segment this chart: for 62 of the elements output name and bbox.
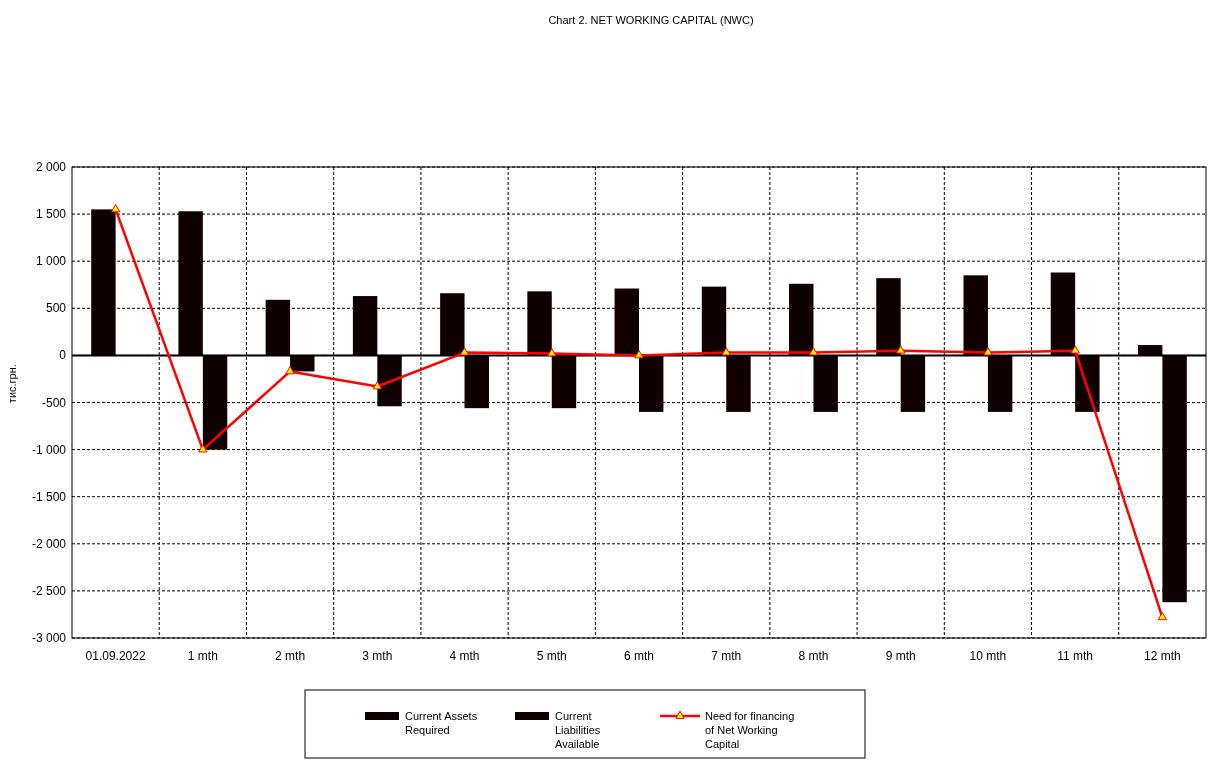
bar [900, 355, 926, 412]
legend-label: Current Liabilities Available [555, 710, 601, 750]
bar [352, 296, 378, 356]
point [547, 348, 557, 357]
chart-title: Chart 2. NET WORKING CAPITAL (NWC) [548, 14, 754, 26]
bar [91, 209, 116, 356]
point [1157, 611, 1168, 621]
bar [290, 355, 315, 372]
y-tick-label: 500 [45, 301, 67, 316]
x-tick-label: 01.09.2022 [85, 649, 146, 663]
bar [639, 355, 664, 412]
x-tick-label: 4 mth [449, 649, 480, 663]
point [285, 366, 295, 375]
y-tick-label: -1 000 [31, 442, 67, 457]
y-tick-label: -3 000 [31, 631, 67, 645]
y-tick-label: 1 500 [35, 207, 67, 222]
x-tick-label: 5 mth [536, 649, 567, 663]
x-tick-label: 1 mth [187, 649, 218, 663]
x-tick-label: 6 mth [623, 649, 655, 663]
x-tick-label: 11 mth [1057, 649, 1094, 663]
point [372, 381, 382, 390]
bar [963, 275, 988, 356]
bar [1050, 272, 1076, 356]
y-tick-label: 1 000 [35, 254, 67, 269]
point [110, 204, 121, 213]
x-tick-label: 9 mth [885, 649, 916, 663]
y-tick-label: 0 [59, 348, 67, 363]
bar [726, 355, 751, 412]
bar [265, 299, 291, 356]
x-tick-label: 8 mth [798, 649, 829, 663]
y-tick-label: 2 000 [35, 160, 67, 174]
point [1070, 345, 1080, 354]
point [634, 350, 644, 359]
bar [551, 355, 577, 409]
point [198, 444, 208, 453]
y-tick-label: -2 000 [31, 536, 67, 551]
x-tick-label: 10 mth [969, 649, 1007, 663]
legend-label: Current Assets Required [405, 710, 478, 736]
x-tick-label: 7 mth [711, 649, 742, 663]
point [808, 347, 819, 356]
x-tick-label: 2 mth [275, 649, 306, 663]
point [896, 345, 906, 354]
bar [178, 211, 203, 356]
bar [377, 355, 402, 407]
point [721, 347, 731, 356]
bar [987, 355, 1013, 412]
point [983, 347, 993, 356]
bar [614, 288, 639, 356]
bar [202, 355, 228, 450]
x-tick-label: 12 mth [1144, 649, 1181, 663]
x-tick-label: 3 mth [362, 649, 393, 663]
point [459, 347, 470, 356]
y-tick-label: -500 [41, 395, 67, 410]
bar [1162, 355, 1187, 603]
y-axis-title: тис.грн. [6, 364, 18, 404]
bar [440, 293, 465, 356]
y-tick-label: -2 500 [31, 583, 67, 598]
legend-label: Need for financing of Net Working Capital [705, 710, 795, 750]
bar [813, 355, 838, 412]
bar [876, 278, 901, 356]
y-tick-label: -1 500 [31, 489, 67, 504]
bar [464, 355, 489, 409]
